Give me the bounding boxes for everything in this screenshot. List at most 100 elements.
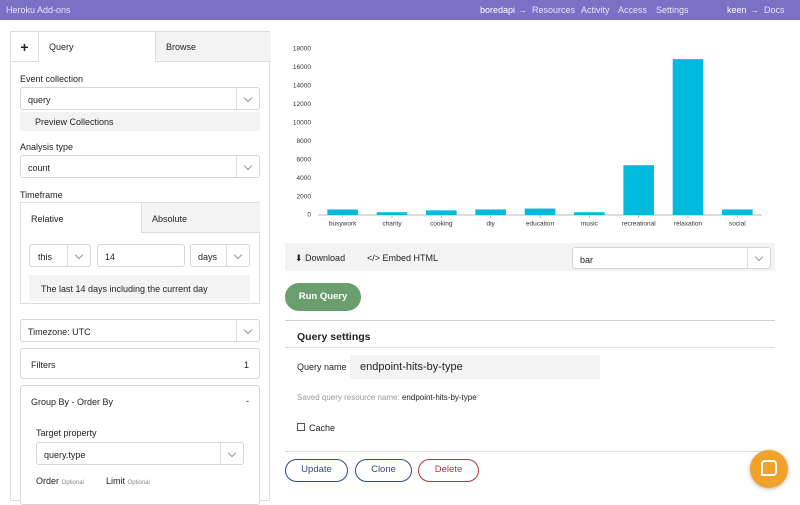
- select[interactable]: query: [20, 87, 260, 110]
- bar: [672, 59, 704, 216]
- caret: [220, 443, 243, 464]
- panel-title: Group By - Order By: [31, 397, 114, 407]
- select-value: days: [198, 252, 218, 262]
- x-tick-label: diy: [487, 221, 496, 228]
- label: Query name: [297, 362, 347, 372]
- caret: [226, 245, 249, 266]
- saved-name: Saved query resource name: endpoint-hits…: [297, 393, 477, 402]
- bar: [475, 209, 506, 215]
- filter-count: 1: [243, 360, 249, 370]
- divider: [285, 451, 775, 452]
- value: endpoint-hits-by-type: [401, 393, 477, 402]
- nav-link[interactable]: Resources: [532, 5, 576, 15]
- settings-title: Query settings: [297, 331, 371, 343]
- select-value: count: [28, 163, 51, 173]
- timeframe-panel: Relative Absolute this 14 days The last …: [20, 202, 260, 304]
- x-tick-label: music: [581, 221, 599, 228]
- caret: [236, 156, 259, 177]
- select[interactable]: query.type: [36, 442, 244, 465]
- x-tick-label: relaxation: [674, 221, 703, 228]
- sidebar: + Query Browse Event collection query Pr…: [10, 31, 271, 505]
- header: Heroku Add-ons boredapi → Resources Acti…: [0, 0, 800, 20]
- divider: [285, 347, 775, 348]
- tab[interactable]: Query: [49, 42, 74, 52]
- app-name[interactable]: boredapi: [480, 5, 516, 15]
- label-text: Order: [36, 476, 60, 486]
- x-tick-label: charity: [382, 221, 402, 228]
- embed-button[interactable]: </> Embed HTML: [367, 253, 439, 263]
- label: Saved query resource name:: [297, 393, 400, 402]
- user[interactable]: keen: [727, 5, 747, 15]
- label: Analysis type: [20, 142, 74, 152]
- button-text: Embed HTML: [382, 253, 439, 263]
- select[interactable]: days: [190, 244, 250, 267]
- docs-link[interactable]: Docs: [764, 5, 785, 15]
- select-value: Timezone: UTC: [28, 327, 91, 337]
- y-tick-label: 4000: [297, 175, 312, 182]
- caret: [747, 248, 770, 268]
- label: Target property: [36, 428, 97, 438]
- separator: →: [750, 5, 759, 15]
- y-tick-label: 10000: [293, 119, 311, 126]
- separator: →: [518, 5, 527, 15]
- update-button[interactable]: Update: [285, 459, 348, 482]
- cache-checkbox[interactable]: Cache: [297, 423, 335, 433]
- y-tick-label: 14000: [293, 83, 311, 90]
- tab[interactable]: Relative: [31, 214, 64, 224]
- delete-button[interactable]: Delete: [418, 459, 479, 482]
- x-tick-label: social: [729, 221, 746, 228]
- select[interactable]: Timezone: UTC: [20, 319, 260, 342]
- select-value: query: [28, 95, 51, 105]
- x-tick-label: education: [526, 221, 555, 228]
- caret: [236, 88, 259, 109]
- x-tick-label: recreational: [622, 221, 657, 228]
- group-by-panel: Group By - Order By - Target property qu…: [20, 385, 260, 505]
- bar: [426, 210, 457, 215]
- label: Filters: [31, 360, 56, 370]
- y-tick-label: 8000: [297, 138, 312, 145]
- chart: 0 2000 4000 6000 8000 10000 12000 14000 16000 180…: [293, 46, 762, 228]
- y-tick-label: 0: [307, 212, 311, 219]
- add-tab[interactable]: +: [11, 32, 39, 62]
- toggle[interactable]: -: [246, 396, 249, 406]
- bar: [376, 212, 408, 215]
- download-button[interactable]: ⬇ Download: [295, 253, 346, 263]
- nav-link[interactable]: Settings: [656, 5, 689, 15]
- y-tick-label: 12000: [293, 101, 311, 108]
- optional: Optional: [61, 480, 84, 486]
- x-tick-label: cooking: [430, 221, 453, 228]
- timeframe-note: The last 14 days including the current d…: [29, 275, 250, 301]
- chat-launcher[interactable]: [750, 450, 788, 488]
- caret: [67, 245, 90, 266]
- caret: [236, 320, 259, 341]
- checkbox[interactable]: [297, 423, 305, 431]
- brand[interactable]: Heroku Add-ons: [6, 5, 71, 15]
- nav-link[interactable]: Access: [618, 5, 648, 15]
- chat-icon: [761, 460, 777, 476]
- preview-link[interactable]: Preview Collections: [20, 112, 260, 131]
- select[interactable]: bar: [572, 247, 771, 269]
- y-tick-label: 6000: [297, 156, 312, 163]
- nav-link[interactable]: Activity: [581, 5, 610, 15]
- clone-button[interactable]: Clone: [355, 459, 412, 482]
- label: Order Optional: [36, 476, 84, 486]
- filters[interactable]: Filters 1: [20, 348, 260, 379]
- select[interactable]: count: [20, 155, 260, 178]
- input[interactable]: 14: [97, 244, 185, 267]
- run-query-button[interactable]: Run Query: [285, 283, 361, 311]
- bar: [623, 165, 654, 215]
- tab[interactable]: Absolute: [141, 203, 260, 233]
- y-tick-label: 2000: [297, 193, 312, 200]
- label: Cache: [309, 423, 336, 433]
- bar: [327, 209, 358, 215]
- bar: [722, 209, 753, 215]
- label-text: Limit: [106, 476, 126, 486]
- button-text: Download: [305, 253, 346, 263]
- query-name-input[interactable]: endpoint-hits-by-type: [350, 355, 600, 379]
- tab[interactable]: Browse: [155, 32, 271, 62]
- select[interactable]: this: [29, 244, 91, 267]
- bar: [574, 212, 605, 215]
- y-tick-label: 18000: [293, 46, 311, 53]
- select-value: query.type: [44, 450, 86, 460]
